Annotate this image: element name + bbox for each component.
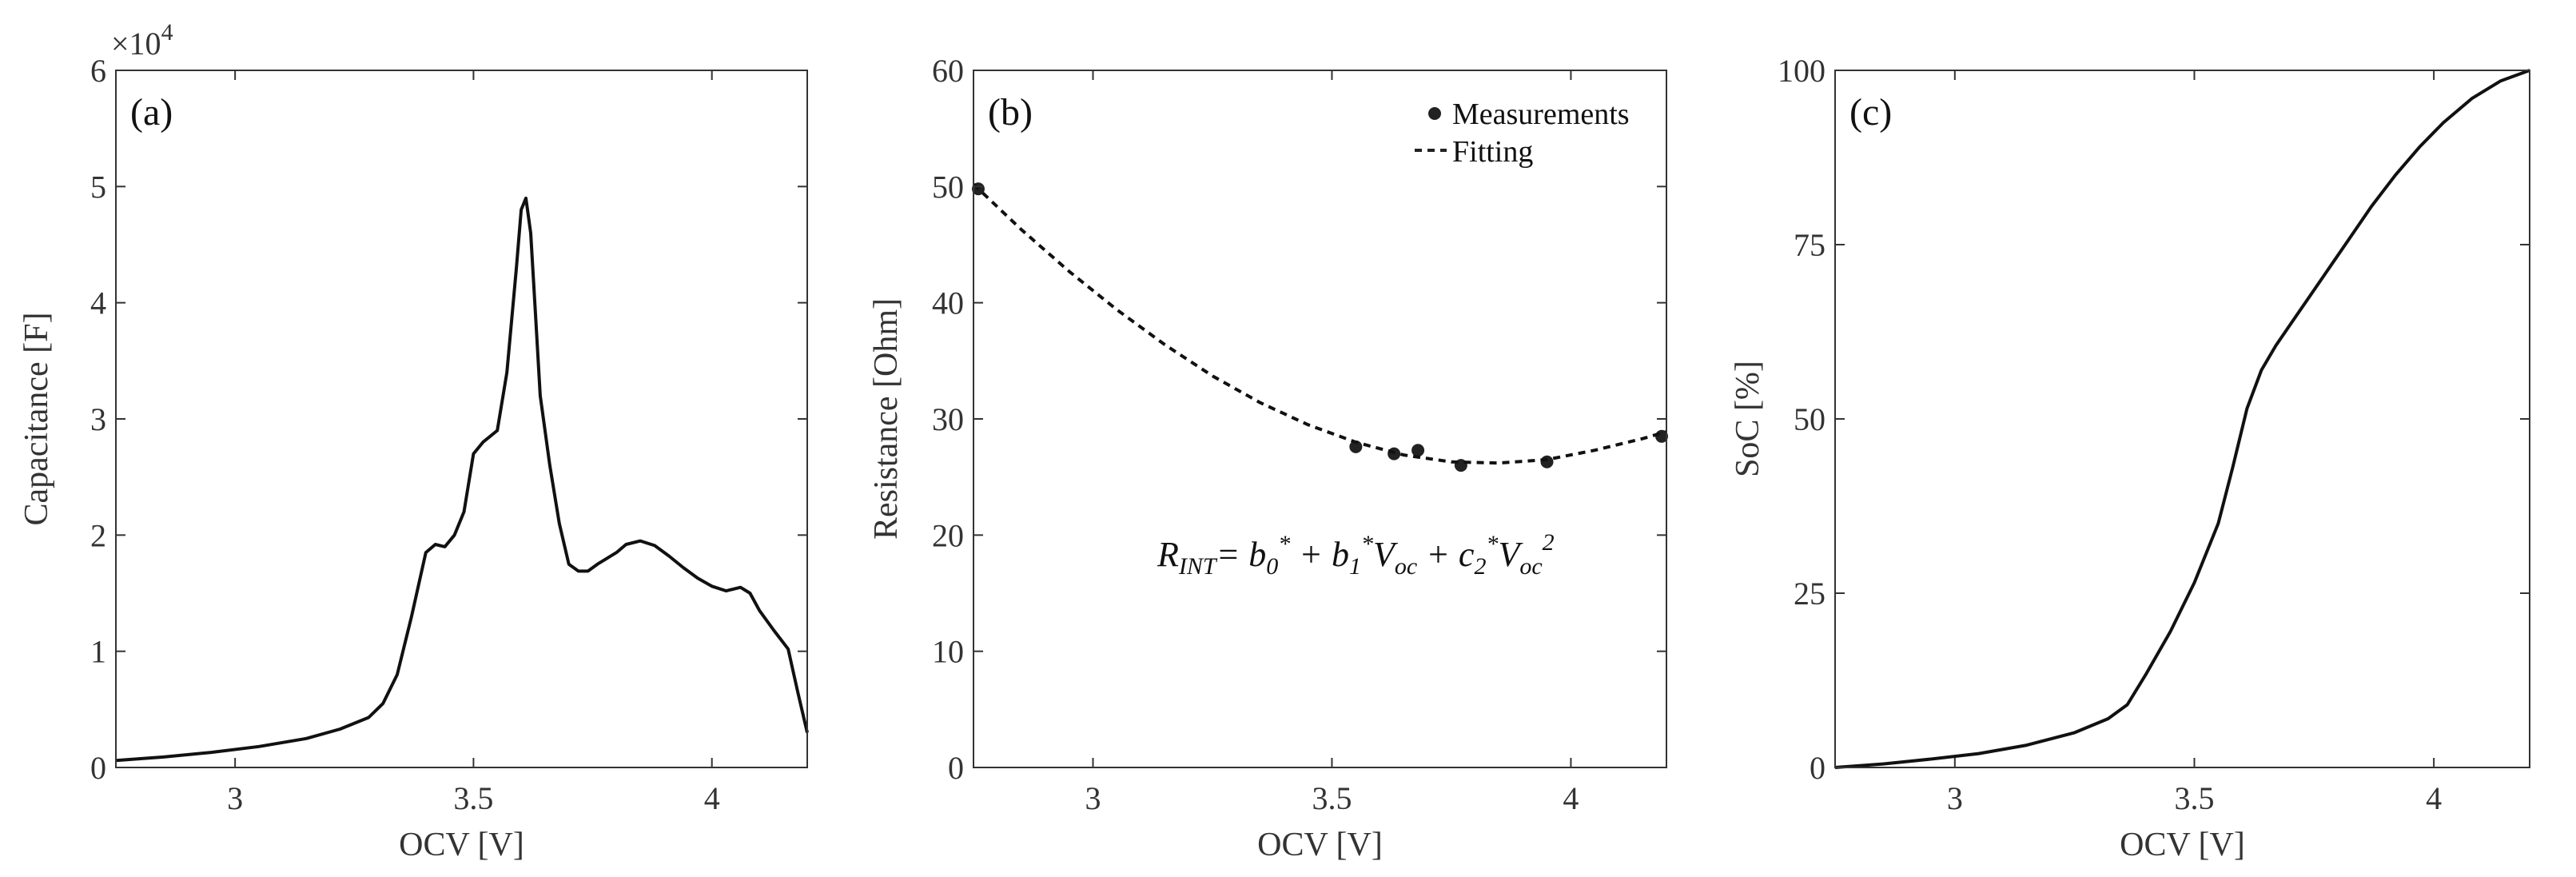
panel-b-y-tick-label: 30	[932, 401, 964, 437]
panel-b-label: (b)	[988, 91, 1033, 134]
formula-b0: b	[1248, 535, 1266, 574]
panel-b-y-tick-label: 10	[932, 634, 964, 670]
panel-a-x-tick-label: 3	[227, 780, 243, 816]
formula-b0-sup: *	[1278, 531, 1290, 557]
panel-b-series-layer	[971, 182, 1669, 472]
formula-v1-sub: oc	[1395, 553, 1417, 580]
legend-measurements-marker	[1428, 107, 1441, 120]
formula-plus2: +	[1417, 535, 1459, 574]
panel-b-formula-annotation: RINT= b0* + b1*Voc + c2*Voc2	[1157, 529, 1555, 580]
panel-b-y-tick-label: 60	[932, 53, 964, 89]
panel-a-capacitance: 3 3.5 4 0 1 2 3 4 5 6 (a) OCV [V] Capacitance [F]…	[18, 19, 809, 863]
panel-b-y-tick-label: 40	[932, 285, 964, 321]
panel-a-ticks-layer: 3 3.5 4 0 1 2 3 4 5 6	[90, 53, 807, 816]
panel-a-exponent-power: 4	[161, 19, 173, 46]
panel-b-y-tick-label: 50	[932, 169, 964, 205]
panel-c-series-line-soc	[1834, 69, 2530, 769]
panel-c-y-tick-label: 25	[1794, 576, 1825, 612]
panel-b-x-tick-label: 3	[1085, 780, 1101, 816]
panel-c-series-layer	[1834, 69, 2530, 769]
panel-a-series-line-capacitance	[115, 196, 809, 763]
legend-fitting-label: Fitting	[1452, 135, 1533, 169]
formula-v2: V	[1498, 535, 1523, 574]
panel-b-y-tick-label: 20	[932, 517, 964, 553]
panel-c-label: (c)	[1849, 91, 1892, 134]
panel-c-y-tick-label: 0	[1810, 750, 1825, 786]
panel-a-x-tick-label: 3.5	[453, 780, 493, 816]
panel-a-y-tick-label: 1	[90, 634, 106, 670]
panel-c-y-tick-label: 75	[1794, 227, 1825, 263]
panel-b-y-tick-label: 0	[948, 750, 964, 786]
panel-c-y-axis-label: SoC [%]	[1730, 361, 1766, 477]
panel-a-series-layer	[115, 196, 809, 763]
formula-v1: V	[1373, 535, 1399, 574]
panel-c-y-tick-label: 50	[1794, 401, 1825, 437]
panel-c-y-tick-label: 100	[1778, 53, 1825, 89]
measurement-point	[1411, 444, 1425, 457]
panel-a-y-tick-label: 0	[90, 750, 106, 786]
measurement-point	[1540, 455, 1554, 468]
panel-a-y-tick-label: 6	[90, 53, 106, 89]
panel-a-label: (a)	[130, 91, 173, 134]
panel-c-ticks-layer: 3 3.5 4 0 25 50 75 100	[1778, 53, 2530, 816]
measurement-point	[1349, 440, 1363, 453]
panel-a-y-tick-label: 5	[90, 169, 106, 205]
legend-measurements-label: Measurements	[1452, 98, 1630, 131]
panel-c-x-tick-label: 4	[2426, 780, 2442, 816]
formula-v2-sup: 2	[1543, 529, 1555, 556]
panel-c-x-tick-label: 3	[1947, 780, 1963, 816]
panel-a-y-exponent: ×104	[111, 19, 173, 62]
formula-v2-sub: oc	[1519, 553, 1542, 580]
formula-r-sub: INT	[1178, 553, 1218, 580]
formula-plus1: +	[1290, 535, 1332, 574]
panel-b-x-tick-label: 3.5	[1312, 780, 1352, 816]
formula-c2-sub: 2	[1474, 553, 1486, 580]
panel-a-exponent-base: ×10	[111, 26, 161, 62]
panel-c-x-tick-label: 3.5	[2174, 780, 2214, 816]
panel-b-legend: Measurements Fitting	[1415, 98, 1630, 169]
formula-c2: c	[1459, 535, 1475, 574]
formula-b0-sub: 0	[1266, 553, 1278, 580]
panel-c-soc: 3 3.5 4 0 25 50 75 100 (c) OCV [V] SoC [%]	[1730, 53, 2530, 863]
panel-b-y-axis-label: Resistance [Ohm]	[868, 298, 905, 540]
formula-b1-sup: *	[1361, 531, 1373, 557]
formula-b1: b	[1332, 535, 1349, 574]
panel-b-x-axis-label: OCV [V]	[1257, 827, 1383, 863]
panel-c-axes-frame	[1834, 70, 2530, 768]
panel-b-axes-frame	[973, 70, 1667, 768]
panel-a-y-tick-label: 2	[90, 517, 106, 553]
panel-a-y-tick-label: 3	[90, 401, 106, 437]
panel-a-y-tick-label: 4	[90, 285, 106, 321]
panel-b-x-tick-label: 4	[1563, 780, 1579, 816]
formula-b1-sub: 1	[1349, 553, 1361, 580]
panel-a-axes-frame	[115, 70, 808, 768]
panel-a-x-axis-label: OCV [V]	[399, 827, 524, 863]
panel-a-x-tick-label: 4	[704, 780, 720, 816]
panel-b-series-line-fitting	[972, 182, 1667, 465]
panel-a-y-axis-label: Capacitance [F]	[18, 312, 55, 525]
formula-eq: =	[1216, 535, 1249, 574]
panel-c-x-axis-label: OCV [V]	[2120, 827, 2245, 863]
formula-c2-sup: *	[1486, 531, 1498, 557]
formula-r: R	[1157, 535, 1179, 574]
